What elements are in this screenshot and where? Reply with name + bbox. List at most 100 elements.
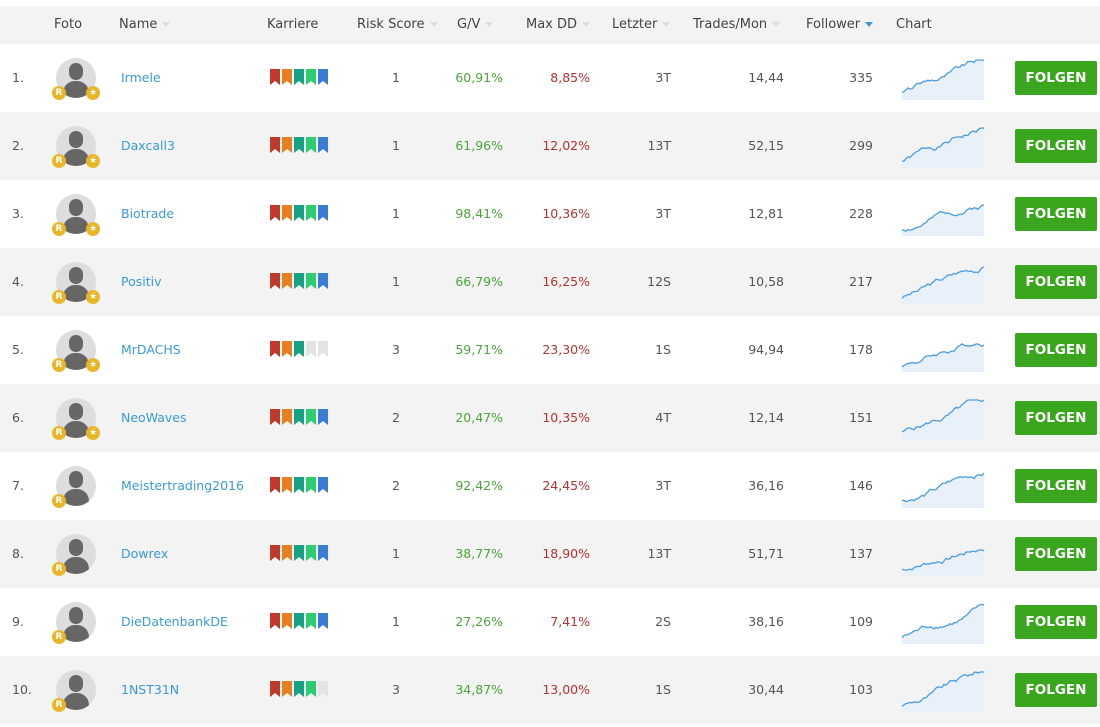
col-risk[interactable]: Risk Score	[357, 17, 438, 32]
follower-count: 178	[849, 342, 873, 357]
career-ribbon-icon	[318, 477, 328, 493]
max-drawdown: 7,41%	[550, 614, 590, 629]
sort-icon[interactable]	[429, 22, 438, 27]
rank: 8.	[12, 546, 24, 561]
r-badge-icon: R	[52, 630, 66, 644]
career-ribbon-icon	[270, 273, 280, 289]
sort-icon[interactable]	[772, 22, 781, 27]
sparkline-area	[902, 60, 984, 100]
career-ribbons	[270, 613, 328, 629]
career-ribbon-icon	[318, 137, 328, 153]
gain-loss: 34,87%	[455, 682, 503, 697]
sort-icon[interactable]	[162, 22, 171, 27]
avatar[interactable]	[56, 262, 96, 302]
follow-button[interactable]: FOLGEN	[1015, 605, 1097, 639]
max-drawdown: 13,00%	[542, 682, 590, 697]
sparkline-line	[902, 472, 985, 503]
career-ribbon-icon	[306, 205, 316, 221]
trades-per-month: 36,16	[748, 478, 784, 493]
sparkline-area	[902, 128, 984, 168]
trader-name-link[interactable]: Meistertrading2016	[121, 478, 244, 493]
table-row: 6. R ★ NeoWaves 2 20,47% 10,35% 4T 12,14 …	[0, 384, 1100, 452]
follow-button[interactable]: FOLGEN	[1015, 401, 1097, 435]
career-ribbon-icon	[282, 477, 292, 493]
sparkline-area	[902, 604, 984, 644]
follow-button[interactable]: FOLGEN	[1015, 129, 1097, 163]
sparkline-line	[902, 59, 985, 94]
max-drawdown: 23,30%	[542, 342, 590, 357]
career-ribbon-icon	[294, 613, 304, 629]
last-trade: 12S	[647, 274, 671, 289]
trades-per-month: 52,15	[748, 138, 784, 153]
trader-name-link[interactable]: Irmele	[121, 70, 161, 85]
sort-desc-icon[interactable]	[865, 22, 874, 27]
trader-name-link[interactable]: DieDatenbankDE	[121, 614, 228, 629]
last-trade: 1S	[655, 342, 671, 357]
follow-button[interactable]: FOLGEN	[1015, 197, 1097, 231]
gain-loss: 98,41%	[455, 206, 503, 221]
career-ribbon-icon	[306, 545, 316, 561]
follower-count: 137	[849, 546, 873, 561]
career-ribbon-icon	[294, 409, 304, 425]
col-trades[interactable]: Trades/Mon	[693, 17, 781, 32]
max-drawdown: 10,36%	[542, 206, 590, 221]
career-ribbon-icon	[318, 681, 328, 697]
trader-name-link[interactable]: Dowrex	[121, 546, 169, 561]
follow-button[interactable]: FOLGEN	[1015, 61, 1097, 95]
trader-name-link[interactable]: Daxcall3	[121, 138, 175, 153]
sort-icon[interactable]	[662, 22, 671, 27]
trader-name-link[interactable]: MrDACHS	[121, 342, 181, 357]
career-ribbons	[270, 681, 328, 697]
sparkline-line	[902, 204, 985, 232]
trades-per-month: 12,14	[748, 410, 784, 425]
career-ribbon-icon	[294, 205, 304, 221]
sparkline-line	[902, 603, 985, 639]
col-name[interactable]: Name	[119, 17, 171, 32]
sort-icon[interactable]	[582, 22, 591, 27]
follow-button[interactable]: FOLGEN	[1015, 333, 1097, 367]
trader-name-link[interactable]: Biotrade	[121, 206, 175, 221]
career-ribbon-icon	[282, 341, 292, 357]
performance-sparkline	[902, 472, 985, 508]
table-row: 4. R ★ Positiv 1 66,79% 16,25% 12S 10,58 …	[0, 248, 1100, 316]
sparkline-area	[902, 472, 984, 508]
trader-name-link[interactable]: Positiv	[121, 274, 162, 289]
last-trade: 3T	[655, 70, 671, 85]
career-ribbon-icon	[282, 613, 292, 629]
career-ribbon-icon	[270, 681, 280, 697]
rank: 5.	[12, 342, 24, 357]
follow-button[interactable]: FOLGEN	[1015, 469, 1097, 503]
follow-button[interactable]: FOLGEN	[1015, 673, 1097, 707]
follow-button[interactable]: FOLGEN	[1015, 265, 1097, 299]
sparkline-area	[902, 266, 984, 304]
col-foto: Foto	[54, 17, 83, 32]
follow-button[interactable]: FOLGEN	[1015, 537, 1097, 571]
sparkline-line	[902, 343, 985, 368]
r-badge-icon: R	[52, 86, 66, 100]
career-ribbon-icon	[270, 69, 280, 85]
sort-icon[interactable]	[485, 22, 494, 27]
max-drawdown: 16,25%	[542, 274, 590, 289]
table-row: 9. R DieDatenbankDE 1 27,26% 7,41% 2S 38…	[0, 588, 1100, 656]
follower-count: 228	[849, 206, 873, 221]
trader-name-link[interactable]: 1NST31N	[121, 682, 180, 697]
avatar[interactable]	[56, 534, 96, 574]
sparkline-area	[902, 343, 984, 372]
col-follower[interactable]: Follower	[806, 17, 874, 32]
career-ribbon-icon	[306, 613, 316, 629]
career-ribbons	[270, 341, 328, 357]
sparkline-area	[902, 400, 984, 440]
trades-per-month: 94,94	[748, 342, 784, 357]
col-maxdd[interactable]: Max DD	[526, 17, 591, 32]
star-badge-icon: ★	[86, 358, 100, 372]
career-ribbon-icon	[306, 681, 316, 697]
col-gv[interactable]: G/V	[457, 17, 494, 32]
trader-name-link[interactable]: NeoWaves	[121, 410, 187, 425]
sparkline-line	[902, 127, 985, 162]
career-ribbon-icon	[270, 409, 280, 425]
max-drawdown: 18,90%	[542, 546, 590, 561]
career-ribbon-icon	[282, 409, 292, 425]
col-letzter[interactable]: Letzter	[612, 17, 671, 32]
avatar[interactable]	[56, 398, 96, 438]
gain-loss: 38,77%	[455, 546, 503, 561]
